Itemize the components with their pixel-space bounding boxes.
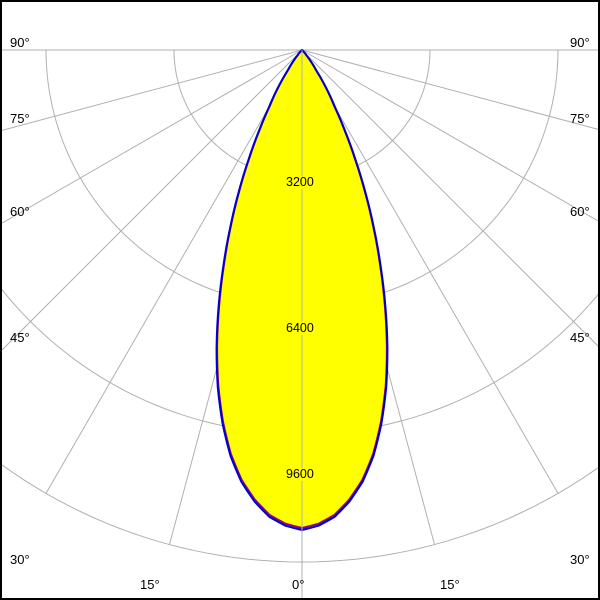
- angular-grid-ray: [2, 49, 303, 131]
- angle-label-left-60: 60°: [10, 204, 30, 219]
- angular-grid-ray: [2, 49, 303, 351]
- angular-grid-ray: [301, 49, 598, 130]
- angle-label-left-90: 90°: [10, 35, 30, 50]
- radial-label-6400: 6400: [285, 321, 315, 335]
- angular-grid-ray: [301, 49, 598, 222]
- angle-label-left-30: 30°: [10, 552, 30, 567]
- angle-label-left-15: 15°: [140, 577, 160, 592]
- angle-label-right-15: 15°: [440, 577, 460, 592]
- angle-label-right-60: 60°: [570, 204, 590, 219]
- radial-label-3200: 3200: [285, 175, 315, 189]
- angular-grid-ray: [301, 49, 598, 347]
- angle-label-right-90: 90°: [570, 35, 590, 50]
- intensity-curves: [215, 49, 389, 598]
- angle-label-center-0: 0°: [292, 577, 305, 592]
- angle-label-right-30: 30°: [570, 552, 590, 567]
- angular-grid-ray: [2, 49, 303, 224]
- radial-label-9600: 9600: [285, 467, 315, 481]
- angle-label-right-75: 75°: [570, 111, 590, 126]
- angle-label-left-45: 45°: [10, 330, 30, 345]
- angular-grid-ray: [301, 49, 559, 494]
- angular-grid-rays: [2, 49, 598, 562]
- angle-label-right-45: 45°: [570, 330, 590, 345]
- angle-label-left-75: 75°: [10, 111, 30, 126]
- angular-grid-ray: [45, 49, 303, 494]
